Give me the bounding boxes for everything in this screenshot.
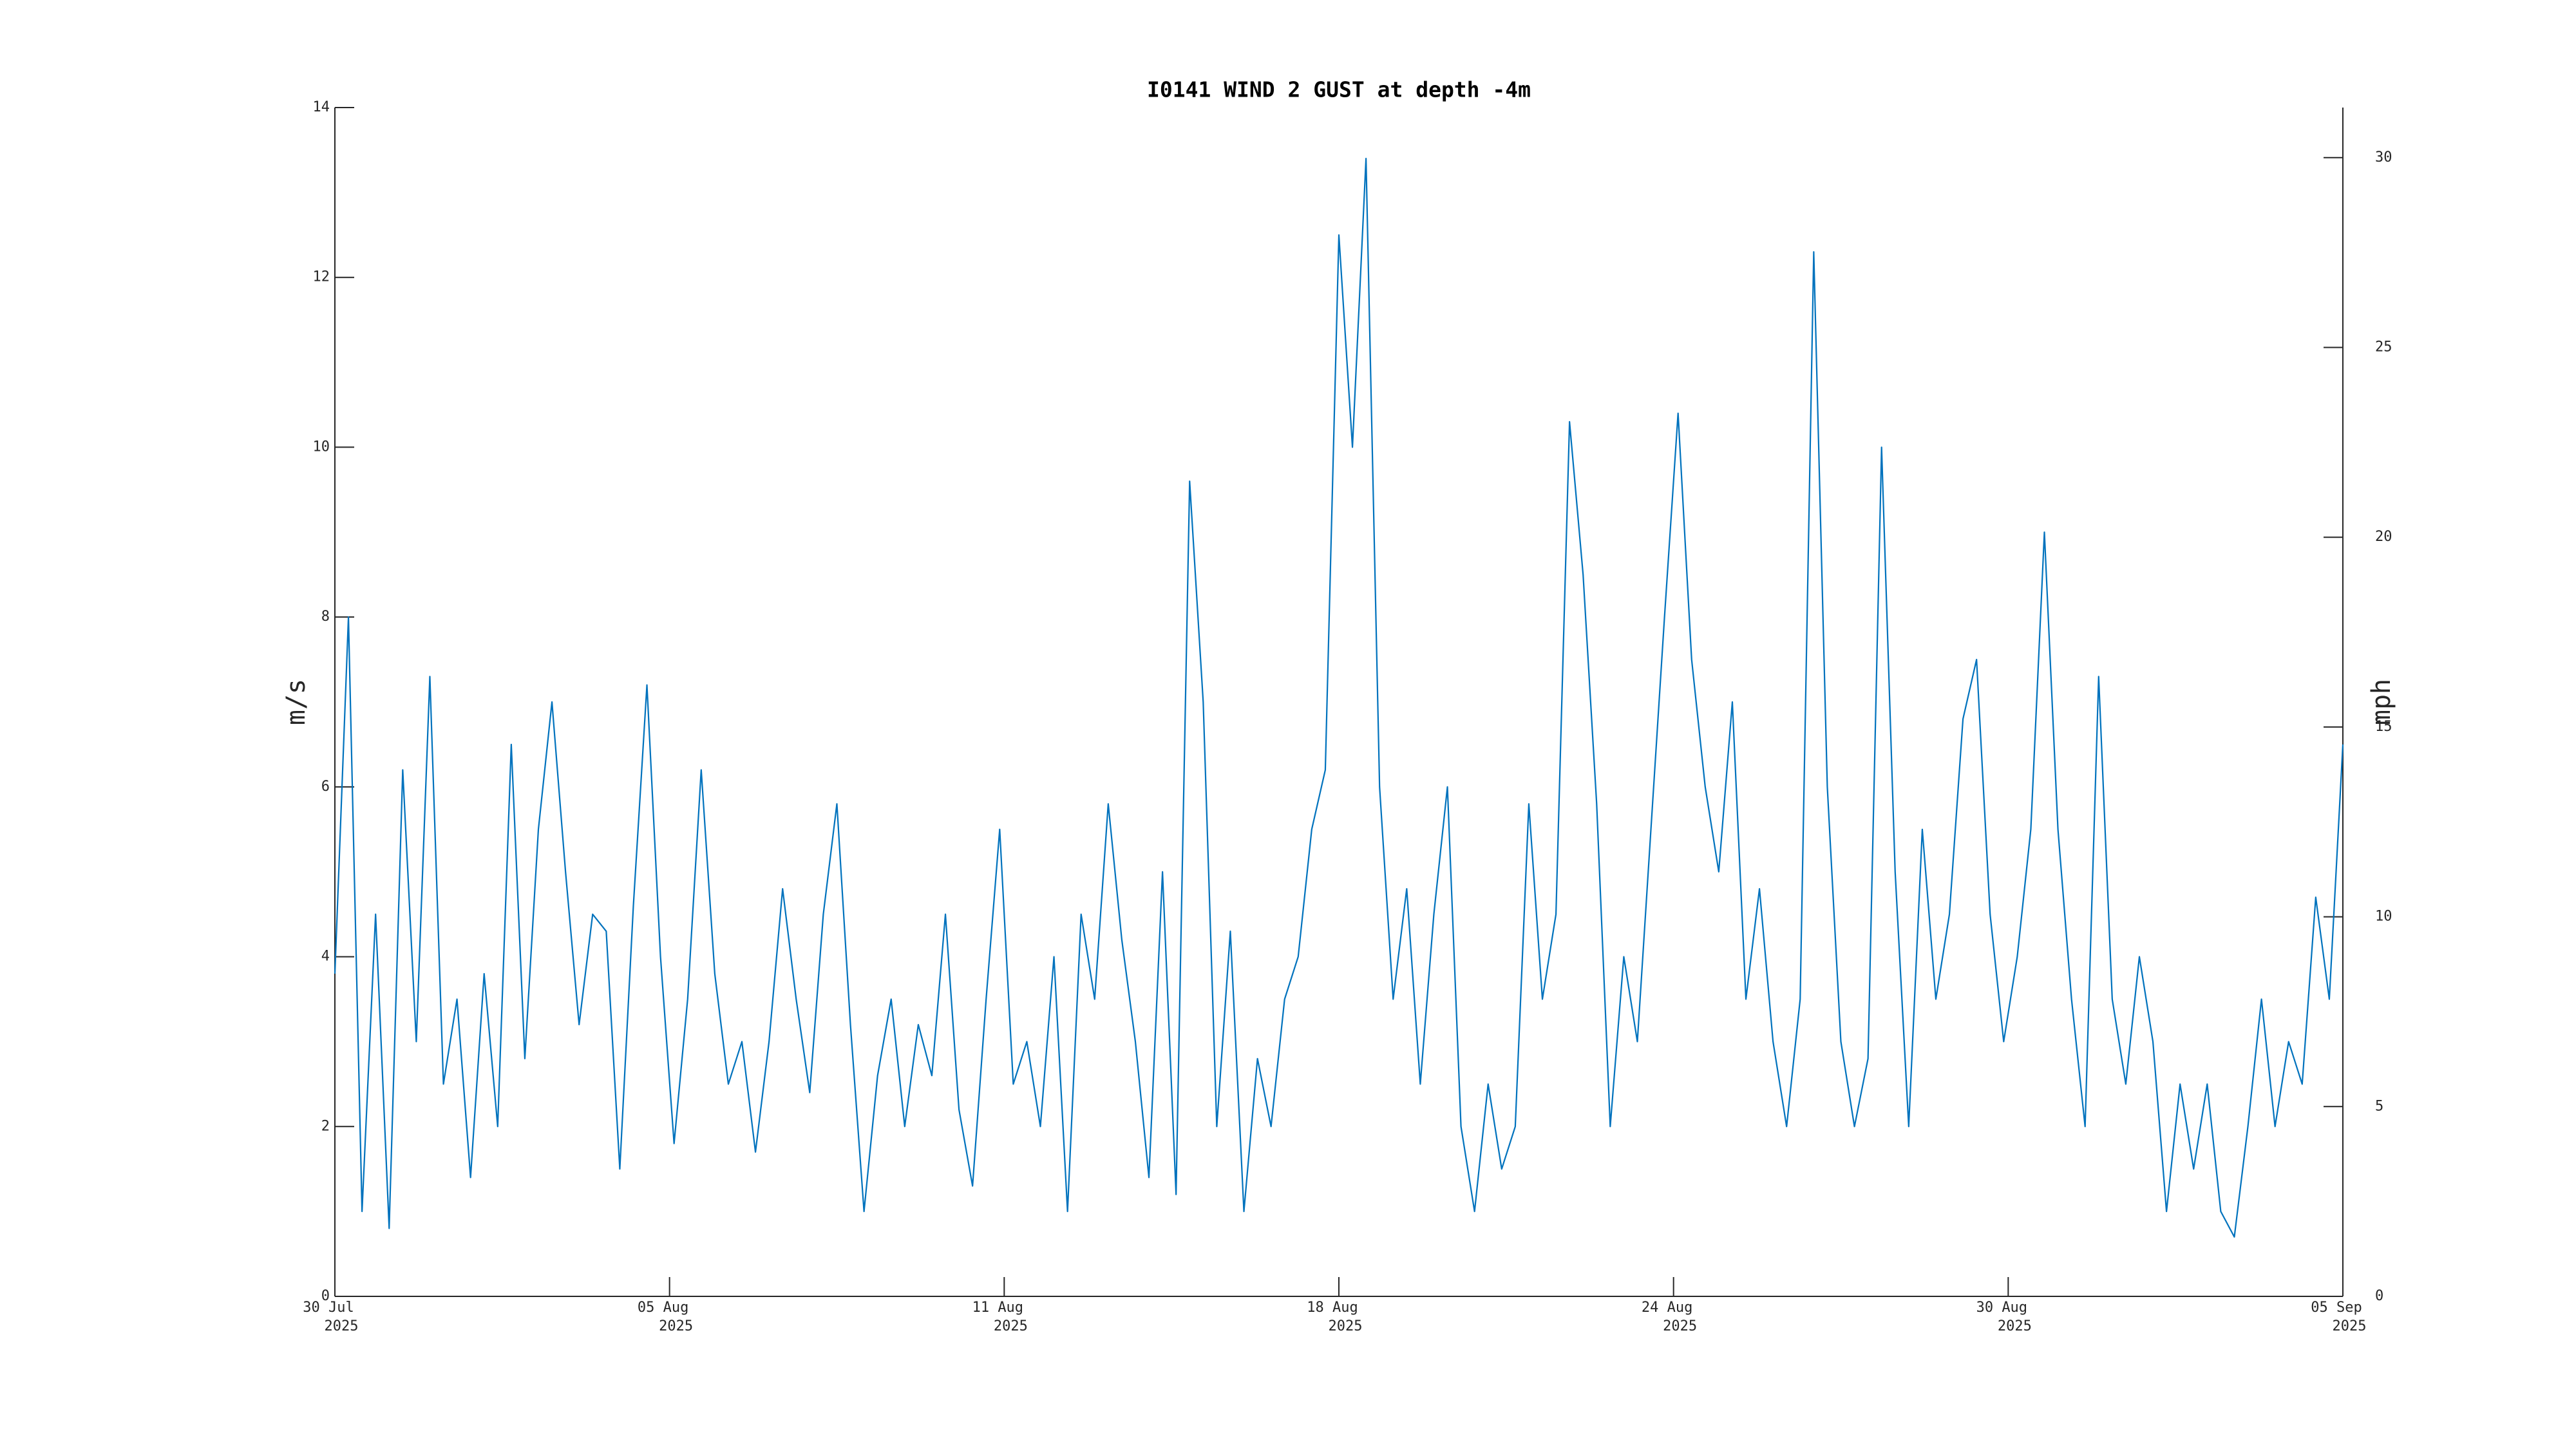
x-tick-label: 2025 xyxy=(325,1318,359,1334)
y2-tick-label: 30 xyxy=(2375,149,2392,166)
y-tick-label: 2 xyxy=(321,1118,330,1134)
data-line xyxy=(334,158,2344,1238)
y-tick-label: 6 xyxy=(321,779,330,795)
y2-tick-label: 10 xyxy=(2375,909,2392,925)
x-tick-label: 2025 xyxy=(1329,1318,1363,1334)
y2-axis-label: mph xyxy=(2367,679,2396,725)
y-tick-label: 0 xyxy=(321,1288,330,1304)
x-tick-label: 2025 xyxy=(2333,1318,2367,1334)
y2-tick-label: 25 xyxy=(2375,339,2392,355)
y-tick-label: 4 xyxy=(321,949,330,965)
x-tick-label: 11 Aug xyxy=(972,1300,1023,1316)
x-tick-label: 18 Aug xyxy=(1307,1300,1358,1316)
x-tick-label: 2025 xyxy=(994,1318,1028,1334)
y-tick-label: 14 xyxy=(313,99,330,115)
x-tick-label: 2025 xyxy=(1663,1318,1697,1334)
y-tick-label: 8 xyxy=(321,609,330,625)
y2-tick-label: 20 xyxy=(2375,529,2392,545)
x-tick-label: 2025 xyxy=(1998,1318,2032,1334)
y2-tick-label: 5 xyxy=(2375,1098,2383,1114)
x-tick-label: 05 Sep xyxy=(2311,1300,2362,1316)
x-tick-label: 30 Aug xyxy=(1976,1300,2027,1316)
y-tick-label: 10 xyxy=(313,439,330,455)
x-tick-label: 30 Jul xyxy=(303,1300,354,1316)
x-tick-label: 05 Aug xyxy=(638,1300,688,1316)
y-axis-label: m/s xyxy=(281,679,311,725)
y2-tick-label: 15 xyxy=(2375,719,2392,735)
y2-tick-label: 0 xyxy=(2375,1288,2383,1304)
x-tick-label: 24 Aug xyxy=(1642,1300,1692,1316)
y-tick-label: 12 xyxy=(313,269,330,285)
x-tick-label: 2025 xyxy=(659,1318,693,1334)
chart-title: I0141 WIND 2 GUST at depth -4m xyxy=(1147,77,1531,102)
